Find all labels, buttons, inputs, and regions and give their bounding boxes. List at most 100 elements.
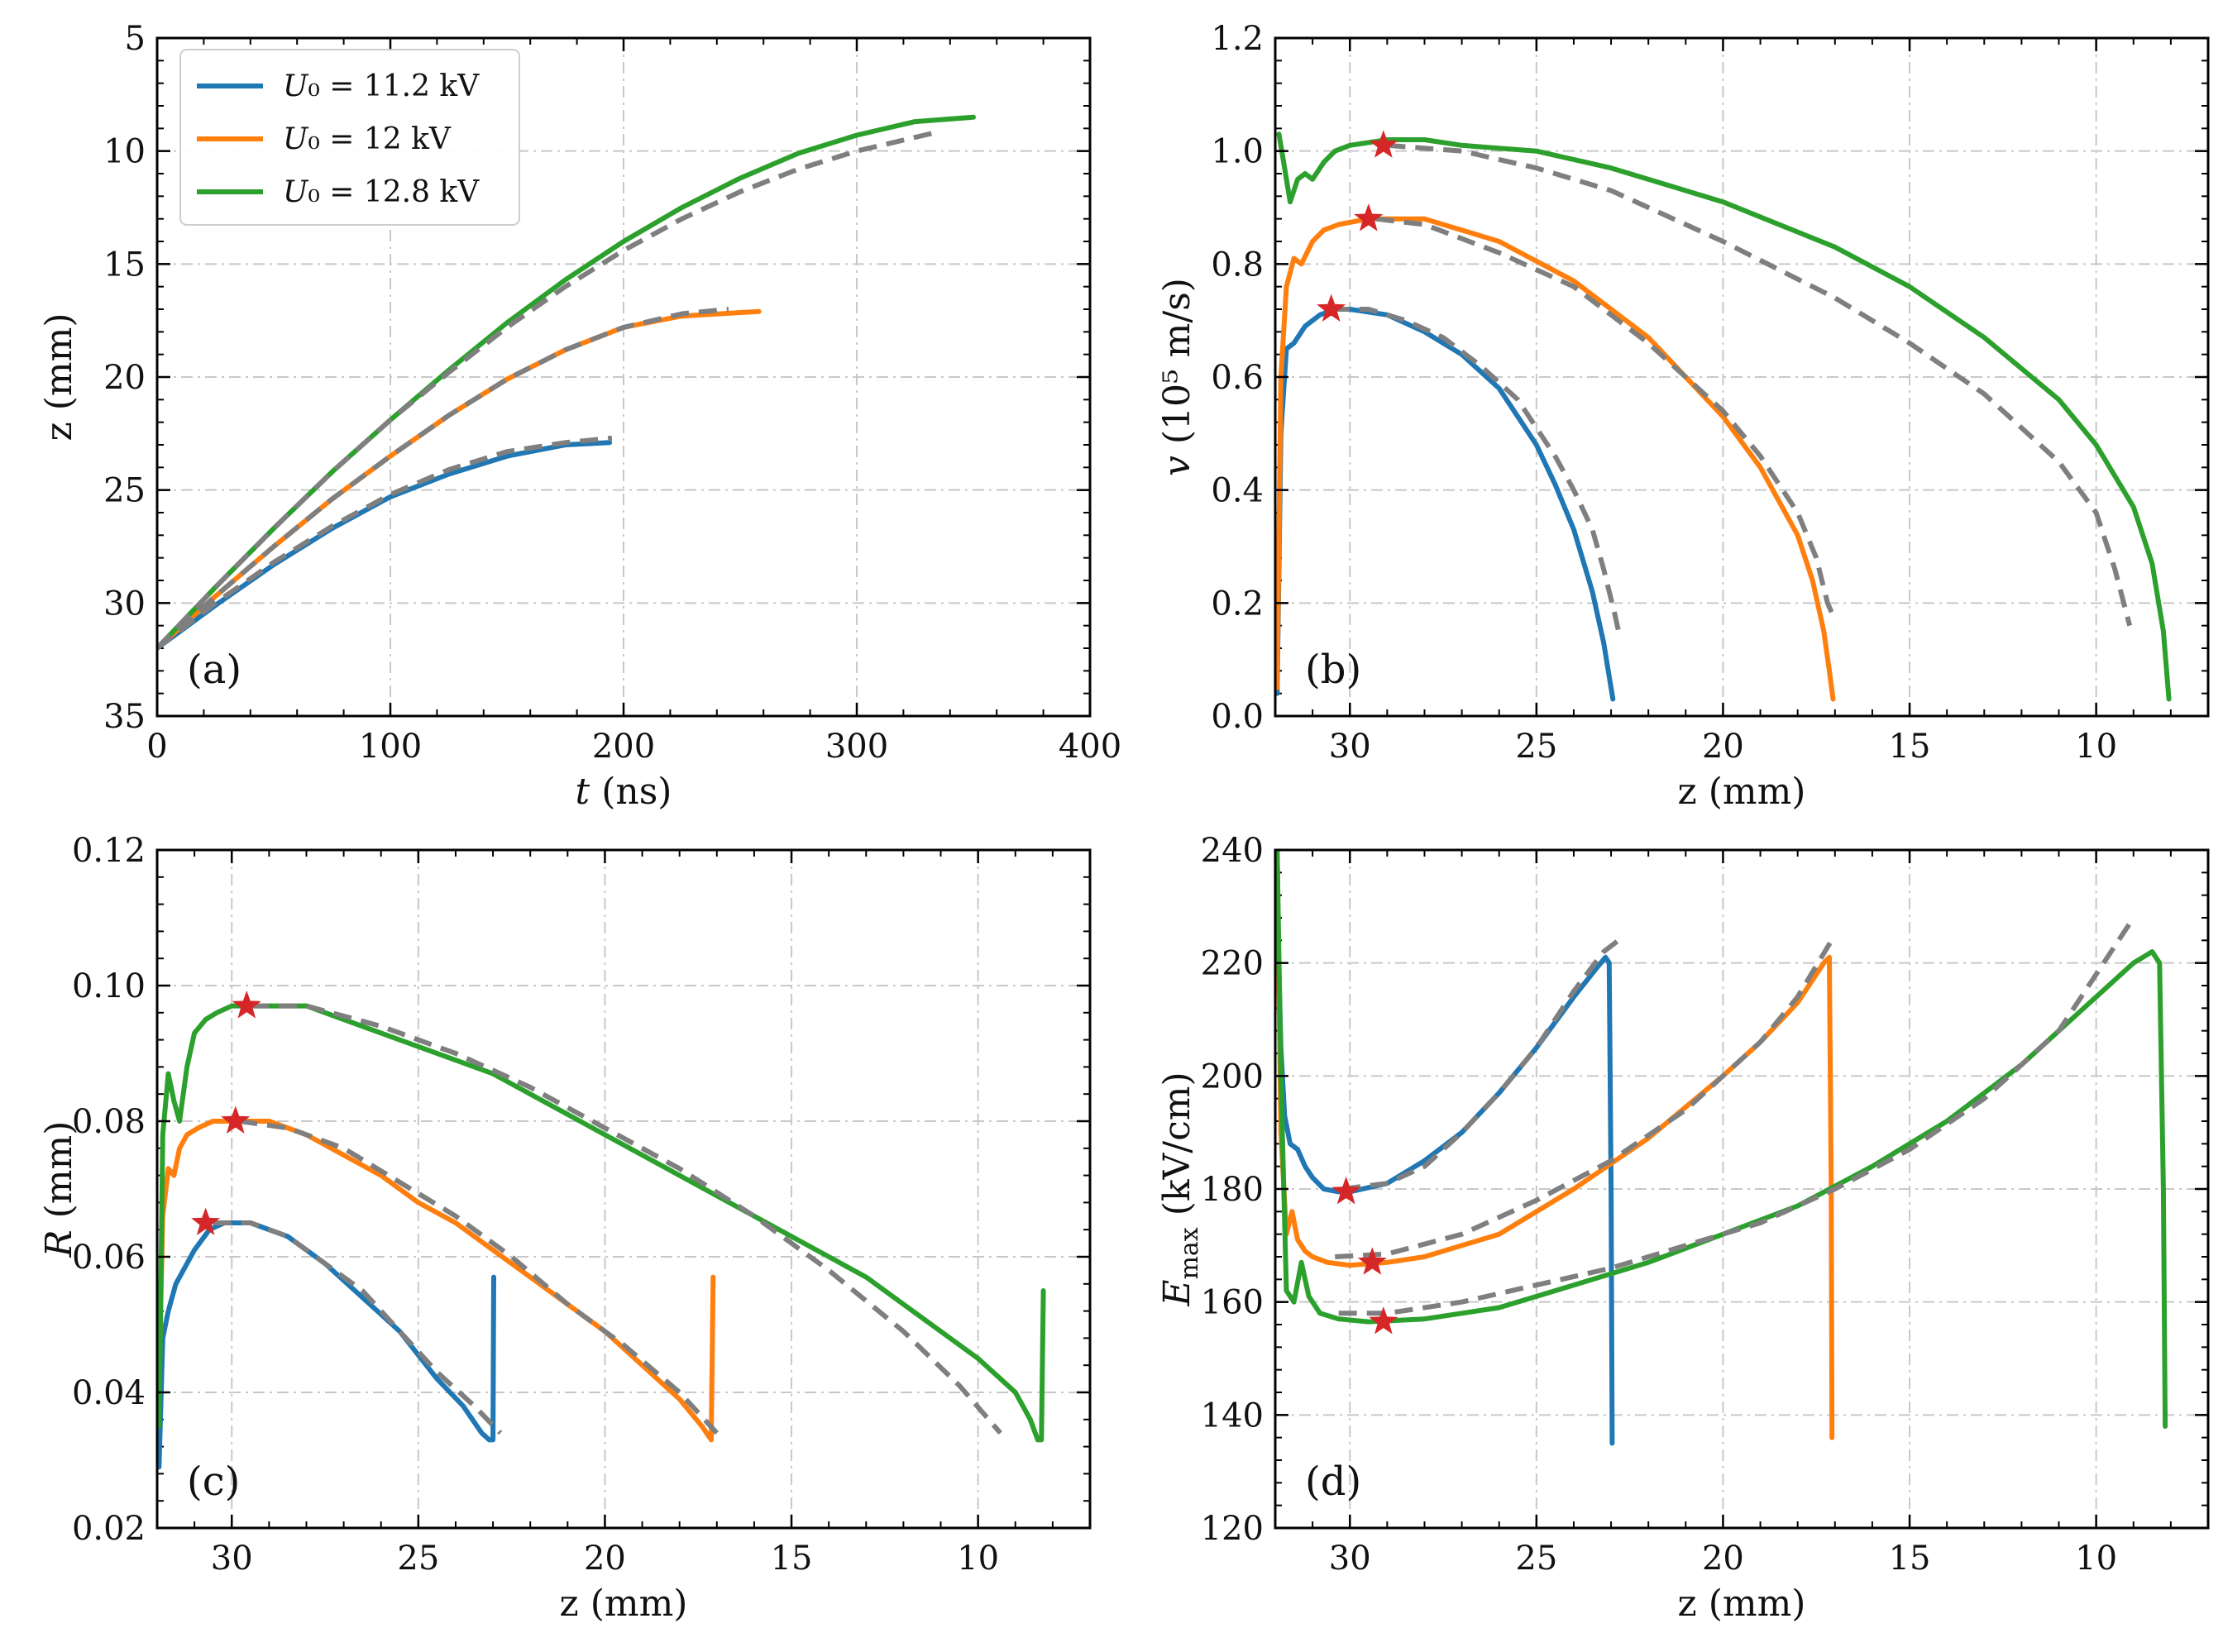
x-tick-label: 200 (592, 728, 655, 766)
series-group (157, 1003, 1046, 1470)
y-tick-label: 0.4 (1211, 472, 1264, 510)
x-axis-label: z (mm) (560, 1583, 688, 1625)
panel-label: (b) (1305, 647, 1361, 693)
x-tick-label: 10 (957, 1540, 999, 1578)
y-axis-label: v (10⁵ m/s) (1156, 278, 1198, 476)
series-line-u0-12-8-kv (1275, 850, 2168, 1429)
x-tick-label: 30 (211, 1540, 253, 1578)
x-tick-label: 25 (1515, 1540, 1557, 1578)
series-line-u0-12-kv (1275, 216, 1836, 702)
x-tick-label: 25 (397, 1540, 439, 1578)
y-tick-label: 220 (1201, 945, 1264, 983)
y-tick-label: 10 (103, 133, 146, 171)
y-tick-label: 180 (1201, 1171, 1264, 1209)
x-tick-label: 300 (825, 728, 888, 766)
series-line-u0-12-8-kv (1276, 131, 2172, 702)
fit-line-u0-12-8-kv-fit (157, 130, 935, 651)
y-tick-label: 1.0 (1211, 133, 1264, 171)
panel-label: (d) (1305, 1459, 1361, 1505)
series-line-u0-12-kv (157, 1119, 716, 1443)
series-line-u0-12-8-kv (157, 114, 976, 651)
x-tick-label: 20 (1702, 1540, 1744, 1578)
axes-frame (155, 848, 1092, 1530)
peak-star-marker (1354, 203, 1384, 232)
panel-b: 30 25 20 15 10 0.0 0.2 0.4 0.6 0.8 1.0 1.2 z (mm) v (… (1156, 20, 2210, 813)
y-axis-label: R (mm) (38, 1121, 80, 1258)
y-tick-label: 0.02 (72, 1510, 146, 1548)
y-tick-label: 0.06 (72, 1239, 146, 1277)
y-tick-label: 15 (103, 246, 146, 284)
y-tick-label: 240 (1201, 832, 1264, 870)
y-tick-label: 0.2 (1211, 585, 1264, 623)
y-tick-label: 0.8 (1211, 246, 1264, 284)
series-line-u0-11-2-kv (1275, 307, 1616, 702)
fit-line-u0-11-2-kv-fit (1341, 938, 1620, 1191)
x-tick-label: 15 (1889, 1540, 1931, 1578)
y-tick-label: 160 (1201, 1284, 1264, 1322)
fit-line-u0-12-8-kv-fit (1338, 916, 2136, 1316)
y-tick-label: 0.6 (1211, 359, 1264, 397)
series-line-u0-11-2-kv (157, 1220, 496, 1470)
x-axis-label: z (mm) (1678, 1583, 1806, 1625)
x-tick-label: 20 (584, 1540, 626, 1578)
y-tick-label: 20 (103, 359, 146, 397)
y-tick-label: 140 (1201, 1397, 1264, 1435)
x-tick-label: 100 (359, 728, 422, 766)
panel-c: 30 25 20 15 10 0.02 0.04 0.06 0.08 0.10 0.12 z (mm)… (38, 832, 1092, 1625)
fit-line-u0-12-kv-fit (157, 307, 729, 651)
y-tick-label: 0.0 (1211, 698, 1264, 736)
y-tick-label: 200 (1201, 1058, 1264, 1096)
peak-star-marker (1369, 1306, 1398, 1334)
panel-label: (c) (187, 1459, 240, 1505)
legend-entry-label: U₀ = 12 kV (283, 122, 452, 156)
panel-d: 30 25 20 15 10 120 140 160 180 200 220 240 z (mm) Ema… (1156, 832, 2210, 1625)
peak-star-marker (1369, 130, 1398, 158)
y-tick-label: 0.04 (72, 1374, 146, 1412)
y-tick-label: 0.08 (72, 1103, 146, 1141)
fit-line-u0-12-kv-fit (1375, 216, 1838, 622)
fit-line-u0-12-kv-fit (238, 1119, 719, 1435)
y-tick-label: 35 (103, 698, 146, 736)
x-tick-label: 0 (146, 728, 167, 766)
fit-line-u0-12-kv-fit (1335, 933, 1838, 1259)
panel-a: 0 100 200 300 400 5 10 15 20 25 30 35 t (ns) z (mm) (a… (38, 20, 1121, 813)
fit-line-u0-12-8-kv-fit (1387, 142, 2133, 627)
y-tick-label: 120 (1201, 1510, 1264, 1548)
peak-star-marker (191, 1207, 221, 1235)
peak-star-marker (1357, 1247, 1387, 1275)
series-group (1275, 850, 2168, 1446)
legend-entry-label: U₀ = 11.2 kV (283, 69, 480, 103)
x-tick-label: 30 (1329, 1540, 1371, 1578)
panel-label: (a) (187, 647, 241, 693)
series-group (1275, 131, 2172, 702)
peak-star-marker (221, 1105, 251, 1134)
legend-entry-label: U₀ = 12.8 kV (283, 175, 480, 209)
x-tick-label: 400 (1059, 728, 1121, 766)
legend-box (179, 49, 520, 226)
fit-line-u0-12-8-kv-fit (250, 1003, 1002, 1435)
y-tick-label: 0.12 (72, 832, 146, 870)
y-tick-label: 30 (103, 585, 146, 623)
x-tick-label: 10 (2075, 728, 2117, 766)
fit-line-u0-11-2-kv-fit (1331, 307, 1622, 633)
series-line-u0-12-8-kv (157, 1003, 1046, 1443)
x-tick-label: 15 (1889, 728, 1931, 766)
y-tick-label: 25 (103, 472, 146, 510)
y-tick-label: 0.10 (72, 967, 146, 1005)
peak-star-marker (232, 991, 261, 1019)
peak-star-marker (1317, 294, 1346, 322)
y-axis-label: Emax (kV/cm) (1156, 1072, 1204, 1306)
fit-line-u0-11-2-kv-fit (213, 1220, 503, 1435)
x-axis-label: t (ns) (576, 771, 672, 813)
x-tick-label: 30 (1329, 728, 1371, 766)
y-tick-label: 5 (125, 20, 146, 58)
y-tick-label: 1.2 (1211, 20, 1264, 58)
peak-star-marker (1331, 1176, 1361, 1205)
x-tick-label: 10 (2075, 1540, 2117, 1578)
series-group (157, 114, 976, 651)
x-tick-label: 15 (771, 1540, 813, 1578)
y-axis-label: z (mm) (38, 313, 80, 442)
series-line-u0-12-kv (1275, 850, 1835, 1440)
